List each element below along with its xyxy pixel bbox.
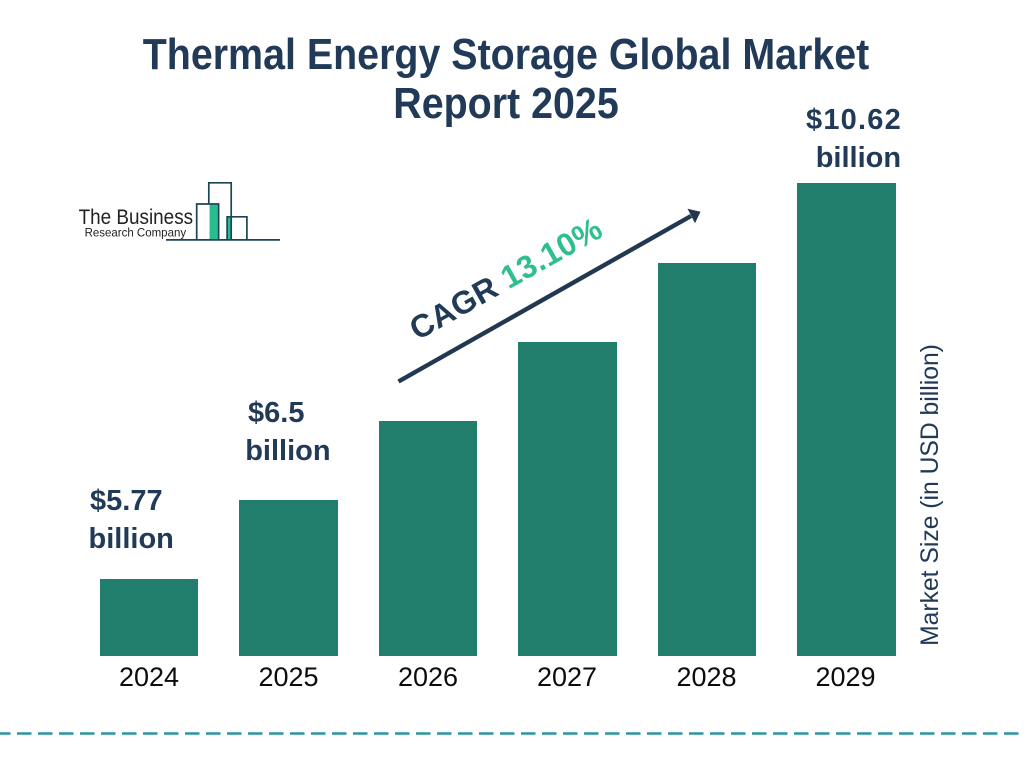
svg-text:The Business: The Business — [79, 205, 194, 229]
svg-text:Research Company: Research Company — [85, 226, 187, 240]
